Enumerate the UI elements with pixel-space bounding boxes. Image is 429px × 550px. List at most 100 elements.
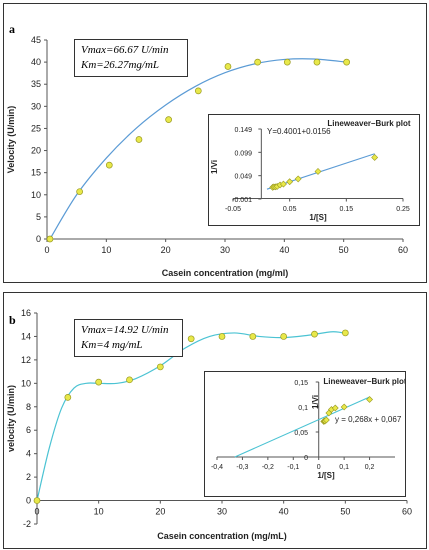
chart-a-x-tick-label: 20	[161, 245, 171, 255]
chart-b-x-tick-label: 20	[155, 507, 165, 517]
inset-a-y-axis-label: 1/Vi	[210, 160, 219, 174]
km-label-b: Km=4 mg/mL	[81, 339, 143, 351]
panel-letter-b: b	[9, 313, 16, 327]
chart-b-data-point	[311, 330, 318, 338]
chart-b-data-point	[95, 378, 103, 386]
inset-b-title: Lineweaver–Burk plot	[323, 377, 406, 386]
kinetics-note-a: Vmax=66.67 U/min Km=26.27mg/mL	[74, 39, 188, 77]
chart-b-x-tick-label: 60	[402, 507, 412, 517]
inset-a-data-point	[286, 178, 294, 186]
inset-b-x-tick-label: 0,2	[365, 464, 375, 471]
panel-letter-a: a	[9, 22, 15, 36]
chart-a-y-tick-label: 0	[36, 234, 41, 244]
inset-b-data-point	[322, 416, 330, 424]
chart-b-data-point	[64, 394, 72, 401]
chart-b-data-point	[218, 333, 226, 340]
chart-a-data-point	[224, 63, 232, 70]
inset-b-x-tick-label: 0,1	[339, 464, 349, 471]
chart-b-y-tick-label: 2	[26, 472, 31, 482]
inset-b-data-point	[331, 404, 339, 412]
chart-a-data-point	[46, 235, 54, 243]
inset-a-y-tick-label: 0.099	[234, 150, 252, 157]
chart-b-y-tick-label: 14	[21, 331, 31, 341]
chart-b-x-tick-label: 10	[94, 507, 104, 517]
chart-b-x-tick-label: 40	[279, 507, 289, 517]
chart-panel-a: a 0 10 20 30 40 50 60 0 5 10 15 20 25 30 35 40 45 Casein …	[3, 3, 427, 283]
chart-b-x-tick-label: 30	[217, 507, 227, 517]
chart-a-y-tick-label: 25	[31, 123, 41, 133]
chart-a-x-tick-label: 60	[398, 245, 408, 255]
chart-b-data-point	[187, 335, 195, 343]
chart-a-data-point	[343, 58, 350, 66]
chart-a-y-tick-label: 30	[31, 101, 41, 111]
chart-a-y-tick-label: 20	[31, 146, 41, 156]
chart-a-x-tick-label: 30	[220, 245, 230, 255]
inset-b-x-tick-label: -0,1	[287, 464, 299, 471]
inset-b-x-tick-label: -0,4	[211, 464, 223, 471]
vmax-label-a: Vmax=66.67 U/min	[81, 44, 169, 56]
inset-a-data-point	[280, 180, 287, 188]
chart-a-data-point	[105, 161, 113, 169]
inset-a-x-tick-label: 0.25	[396, 206, 410, 213]
chart-a-y-tick-label: 10	[31, 190, 41, 200]
inset-a-data-point	[294, 175, 302, 183]
inset-b-y-tick-label: 0,15	[294, 380, 308, 387]
inset-a-data-point	[314, 168, 322, 175]
chart-b-data-point	[249, 333, 257, 340]
chart-a-x-tick-label: 50	[339, 245, 349, 255]
inset-b-x-axis-label: 1/[S]	[317, 471, 335, 480]
chart-a-y-axis-label: Velocity (U/min)	[6, 106, 16, 174]
chart-b-y-tick-label: 0	[26, 496, 31, 506]
chart-b-data-point	[156, 363, 164, 371]
inset-a-y-tick-label: 0.149	[234, 127, 252, 134]
chart-a-y-tick-label: 45	[31, 35, 41, 45]
chart-b-y-tick-label: 8	[26, 402, 31, 412]
chart-b-y-axis-label: velocity (U/min)	[6, 385, 16, 452]
chart-b-y-tick-label: -2	[23, 519, 31, 529]
chart-b-x-tick-label: 50	[340, 507, 350, 517]
inset-chart-a: -0.05 0.05 0.15 0.25 -0.001 0.049 0.099 0.149 Li…	[208, 114, 420, 226]
km-label-a: Km=26.27mg/mL	[81, 59, 160, 71]
inset-b-data-point	[366, 396, 373, 403]
chart-a-data-point	[135, 136, 143, 143]
chart-b-data-point	[341, 329, 349, 337]
inset-b-y-tick-label: 0,05	[294, 430, 308, 437]
chart-b-data-point	[280, 333, 288, 340]
chart-a-data-point	[194, 87, 202, 95]
chart-b-data-point	[126, 376, 133, 384]
inset-a-equation: Y=0.4001+0.0156	[267, 127, 331, 136]
inset-a-x-tick-label: -0.05	[225, 206, 241, 213]
inset-a-y-tick-label: -0.001	[232, 197, 252, 204]
chart-a-x-tick-label: 0	[44, 245, 49, 255]
chart-a-data-point	[313, 58, 321, 66]
chart-b-x-axis-label: Casein concentration (mg/mL)	[157, 531, 287, 541]
inset-a-data-point	[371, 154, 379, 161]
inset-chart-b: -0,4 -0,3 -0,2 -0,1 0 0,1 0,2 0 0,05 0,1 0,15 Linew…	[204, 371, 406, 497]
chart-a-fit-curve	[49, 58, 347, 240]
chart-a-data-point	[76, 188, 83, 196]
inset-a-y-tick-label: 0.049	[234, 174, 252, 181]
inset-b-x-tick-label: 0	[317, 464, 321, 471]
inset-b-x-tick-label: -0,3	[236, 464, 248, 471]
kinetics-note-b: Vmax=14.92 U/min Km=4 mg/mL	[74, 319, 183, 357]
inset-b-y-axis-label: 1/Vi	[311, 395, 320, 409]
inset-a-title: Lineweaver–Burk plot	[327, 119, 410, 128]
inset-a-x-tick-label: 0.15	[340, 206, 354, 213]
inset-b-y-tick-label: 0,1	[298, 405, 308, 412]
chart-a-data-point	[283, 58, 291, 66]
chart-panel-b: b 0 10 20 30 40 50 60 -2 0 2 4 6 8 10 12 14 16 Casein con…	[3, 292, 427, 549]
inset-a-x-tick-label: 0.05	[283, 206, 297, 213]
chart-a-y-tick-label: 35	[31, 79, 41, 89]
chart-b-y-tick-label: 4	[26, 449, 31, 459]
chart-a-x-axis-label: Casein concentration (mg/ml)	[162, 268, 289, 278]
chart-a-data-point	[165, 116, 172, 123]
chart-a-x-tick-label: 40	[279, 245, 289, 255]
chart-b-y-tick-label: 10	[21, 378, 31, 388]
vmax-label-b: Vmax=14.92 U/min	[81, 324, 169, 336]
main-chart-a: 0 10 20 30 40 50 60 0 5 10 15 20 25 30 35 40 45 Casein co…	[6, 35, 408, 278]
chart-b-x-tick-label: 0	[34, 507, 39, 517]
inset-b-equation: y = 0,268x + 0,067	[335, 415, 402, 424]
inset-b-y-tick-label: 0	[304, 455, 308, 462]
chart-a-y-tick-label: 15	[31, 168, 41, 178]
